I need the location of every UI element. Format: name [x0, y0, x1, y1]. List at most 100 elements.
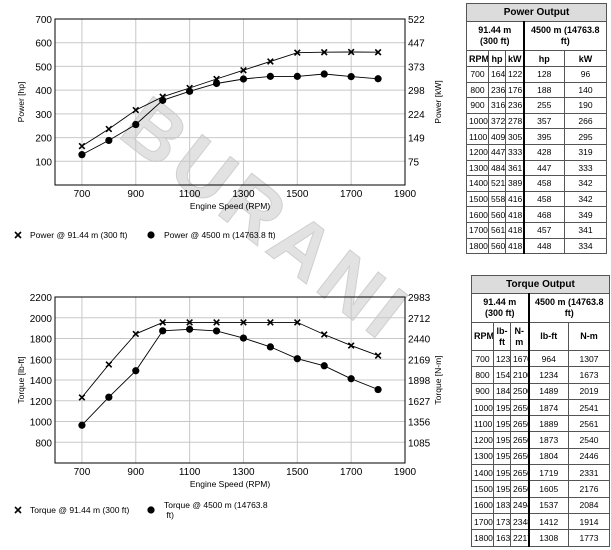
power-table-cell: 418: [505, 206, 524, 223]
power-point-circle: [132, 120, 140, 129]
power-table-header-row: RPM hp kW hp kW: [466, 50, 608, 67]
torque-table-cell: 2650: [510, 431, 529, 449]
power-table-cell: 1100: [466, 128, 489, 145]
torque-table-cell: 700: [471, 349, 494, 368]
power-legend-label-2: Power @ 4500 m (14763.8 ft): [164, 230, 276, 240]
torque-table-cell: 2541: [567, 398, 611, 417]
power-col-hp-1: hp: [488, 50, 506, 67]
torque-table-cell: 1100: [471, 415, 494, 433]
power-col-kw-2: kW: [563, 50, 608, 67]
torque-col-lbft-2: lb-ft: [527, 322, 569, 351]
torque-table-row: 8001549210012341673: [471, 366, 611, 384]
power-point-circle: [320, 70, 328, 78]
torque-table-cell: 1839: [493, 496, 511, 514]
torque-table-cell: 1300: [471, 447, 494, 466]
torque-table-cell: 1874: [527, 398, 569, 417]
power-table-cell: 900: [466, 97, 489, 114]
power-table-row: 1300 484 361 447 333: [466, 159, 608, 177]
power-point-circle: [186, 87, 194, 95]
torque-point-x-stroke: [240, 319, 247, 326]
power-table-cell: 800: [466, 81, 489, 99]
torque-table-cell: 1955: [493, 398, 511, 417]
torque-table-title-row: Torque Output: [470, 275, 611, 294]
torque-point-circle: [132, 367, 140, 375]
torque-y2tick-label: 2712: [408, 314, 431, 325]
torque-point-x-stroke: [105, 361, 113, 368]
power-point-circle: [105, 136, 113, 145]
power-table-cell: 96: [563, 66, 608, 83]
torque-table-cell: 2019: [567, 382, 611, 400]
torque-table-cell: 2176: [567, 480, 611, 498]
torque-ylabel: Torque [lb-ft]: [16, 356, 26, 403]
power-table-group-row: 91.44 m (300 ft) 4500 m (14763.8 ft): [466, 21, 608, 51]
power-table-row: 800 236 176 188 140: [466, 81, 608, 99]
torque-xtick-label: 1100: [179, 467, 201, 478]
torque-table-cell: 1670: [510, 349, 529, 368]
torque-ytick-label: 2000: [30, 314, 53, 325]
torque-y2tick-label: 1898: [408, 376, 431, 387]
power-point-circle: [266, 72, 274, 80]
power-col-kw-1: kW: [505, 50, 524, 67]
torque-output-table: Torque Output 91.44 m (300 ft) 4500 m (1…: [470, 275, 611, 547]
power-table-cell: 349: [563, 206, 608, 223]
power-point-x: [293, 49, 301, 57]
power-point-x: [240, 66, 247, 74]
torque-table-cell: 1549: [493, 366, 511, 384]
power-table-row: 900 316 236 255 190: [466, 97, 608, 114]
torque-point-x-stroke: [132, 330, 140, 338]
torque-table-cell: 1605: [527, 480, 569, 498]
power-table-title-row: Power Output: [465, 3, 608, 22]
power-table-cell: 1200: [466, 143, 489, 161]
torque-col-nm-2: N-m: [567, 322, 611, 351]
torque-point-x-stroke: [320, 331, 328, 338]
torque-table-row: 11001955265018892561: [471, 415, 611, 433]
power-table-cell: 316: [488, 97, 506, 114]
power-table-cell: 140: [563, 81, 608, 99]
power-table-cell: 561: [488, 221, 506, 239]
torque-y2tick-label: 1085: [408, 438, 431, 449]
torque-ytick-label: 1800: [30, 335, 53, 346]
torque-table-row: 12001955265018732540: [471, 431, 611, 449]
torque-table-cell: 2650: [510, 415, 529, 433]
torque-col-lbft-1: lb-ft: [493, 322, 511, 351]
torque-ytick-label: 1400: [30, 376, 53, 387]
power-table-cell: 1300: [466, 159, 489, 177]
power-col-rpm: RPM: [466, 50, 489, 67]
power-table-cell: 558: [488, 190, 506, 208]
power-table-row: 1500 558 416 458 342: [466, 190, 608, 208]
torque-table-group-row: 91.44 m (300 ft) 4500 m (14763.8 ft): [471, 293, 611, 323]
torque-table-cell: 2561: [567, 415, 611, 433]
power-xtick-label: 900: [127, 189, 144, 200]
power-y2tick-label: 447: [408, 39, 425, 50]
power-y2tick-label: 373: [408, 62, 425, 73]
power-point-x: [78, 142, 86, 150]
torque-legend-x-stroke: [14, 506, 22, 514]
power-table-row: 1400 521 389 458 342: [466, 175, 608, 192]
torque-ytick-label: 800: [35, 438, 52, 449]
torque-table-header-row: RPM lb-ft N-m lb-ft N-m: [471, 322, 611, 351]
power-table-cell: 295: [563, 128, 608, 145]
power-table-cell: 128: [522, 66, 565, 83]
torque-table-row: 700123216709641307: [471, 349, 611, 368]
power-plot-frame: [54, 18, 406, 186]
torque-y2tick-label: 2440: [408, 335, 431, 346]
torque-y2tick-label: 1356: [408, 418, 431, 429]
power-point-x-stroke: [347, 48, 355, 56]
power-table-cell: 342: [563, 190, 608, 208]
power-table-group-2: 4500 m (14763.8 ft): [522, 21, 608, 51]
torque-y2label: Torque [N-m]: [433, 355, 443, 404]
power-point-x-stroke: [132, 106, 140, 114]
torque-table-cell: 1635: [493, 529, 511, 547]
torque-table-cell: 2650: [510, 464, 529, 482]
power-ytick-label: 100: [35, 157, 52, 168]
torque-table-title: Torque Output: [470, 275, 611, 294]
torque-point-x: [132, 330, 140, 338]
power-legend-marker-circle: [147, 231, 155, 239]
power-table-cell: 372: [488, 112, 506, 130]
torque-table-cell: 800: [471, 366, 494, 384]
torque-point-x-stroke: [347, 342, 355, 349]
power-table-row: 1200 447 333 428 319: [466, 143, 608, 161]
